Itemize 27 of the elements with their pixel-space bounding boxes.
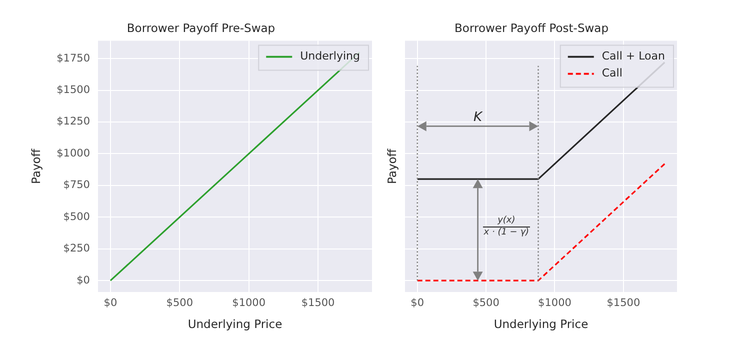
y-tick-label: $750 — [63, 179, 90, 192]
y-tick-label: $500 — [63, 210, 90, 223]
y-tick-label: $1000 — [56, 147, 90, 160]
chart-title: Borrower Payoff Pre-Swap — [126, 20, 276, 35]
legend-label: Call — [602, 66, 622, 80]
y-tick-label: $1250 — [56, 116, 90, 128]
x-tick-label: $1000 — [232, 297, 266, 310]
y-tick-label: $250 — [63, 242, 90, 255]
y-tick-label: $1750 — [56, 52, 90, 64]
x-tick-label: $1500 — [301, 297, 335, 310]
x-tick-label: $500 — [166, 297, 194, 310]
x-tick-label: $1500 — [606, 297, 640, 310]
legend-label: Call + Loan — [602, 50, 666, 63]
y-axis-title: Payoff — [28, 148, 43, 184]
x-axis-title: Underlying Price — [188, 317, 282, 332]
legend-label: Underlying — [300, 50, 360, 63]
y-axis-title: Payoff — [384, 148, 399, 184]
y-tick-label: $1500 — [56, 84, 90, 96]
chart-title: Borrower Payoff Post-Swap — [454, 20, 608, 35]
y-tick-label: $0 — [76, 274, 90, 286]
x-tick-label: $1000 — [538, 297, 572, 310]
x-axis-title: Underlying Price — [494, 317, 588, 332]
annotation: y(x) x · (1 − γ) — [482, 215, 530, 238]
x-tick-label: $0 — [410, 297, 424, 310]
x-tick-label: $0 — [104, 297, 118, 310]
annotation: K — [474, 110, 482, 126]
x-tick-label: $500 — [472, 297, 500, 310]
